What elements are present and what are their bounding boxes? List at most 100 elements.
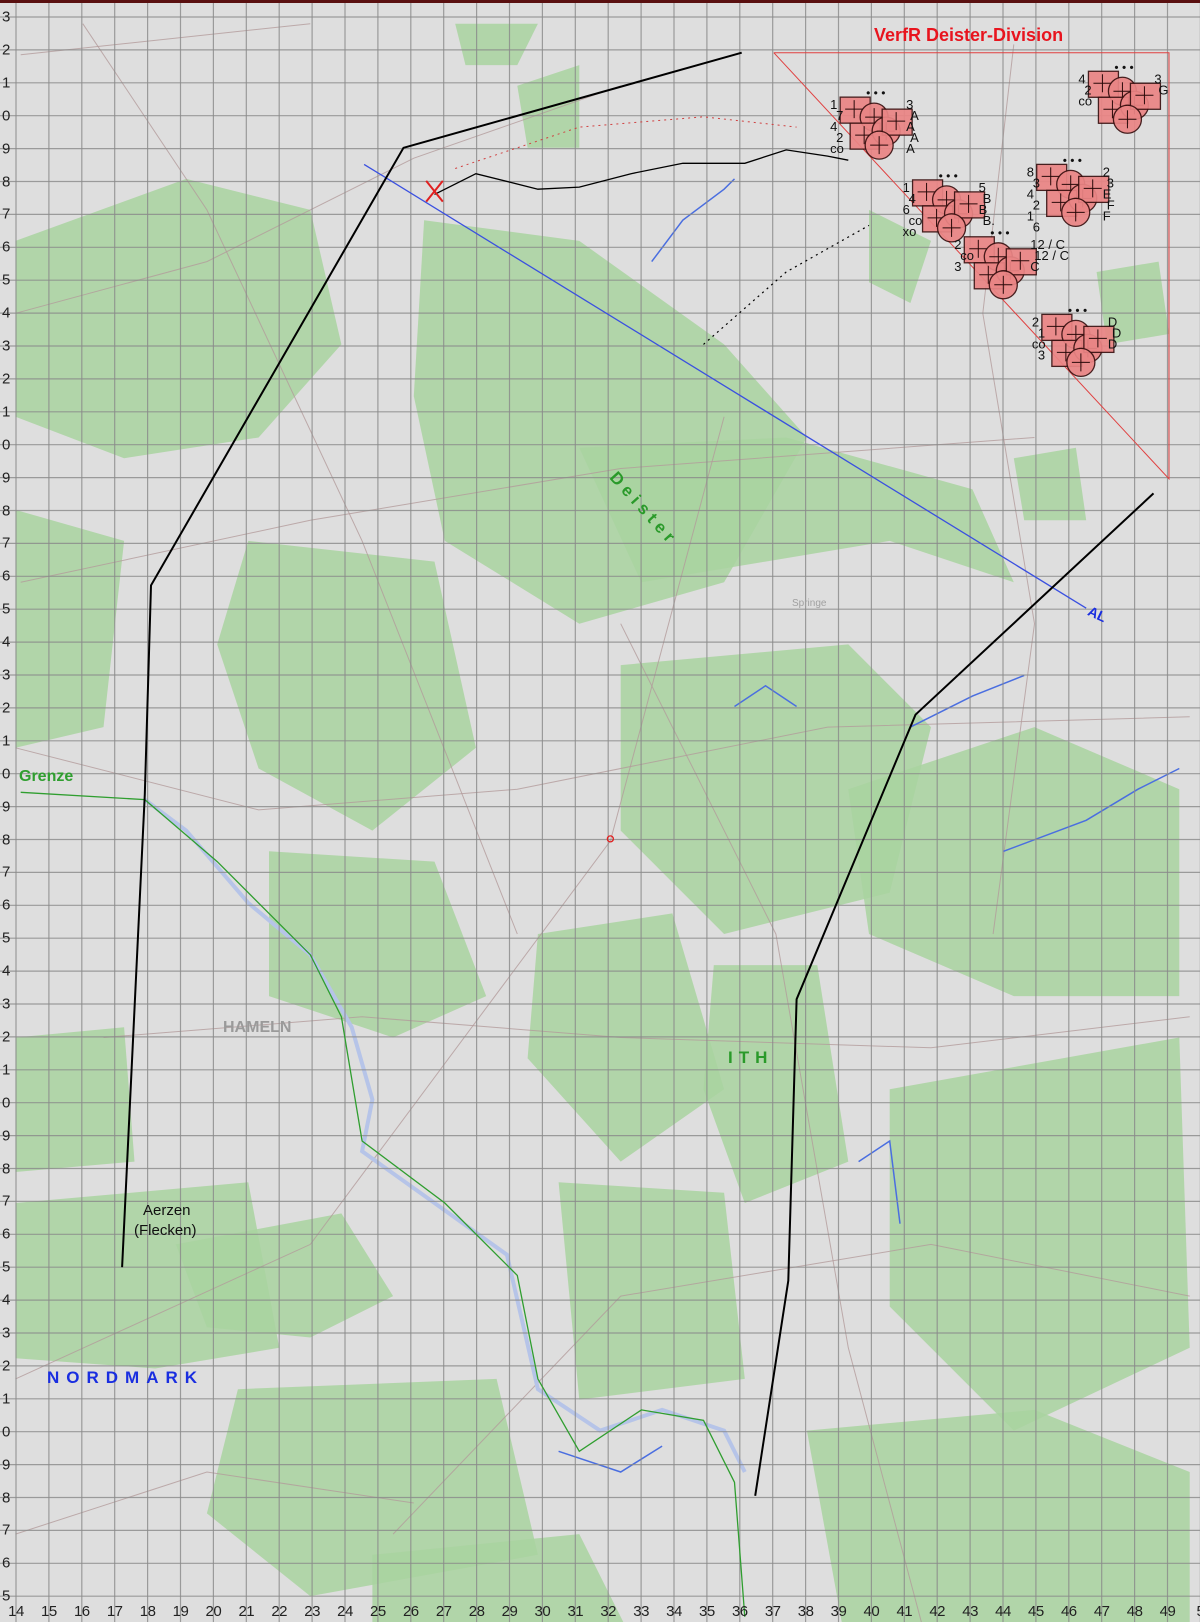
forest-area <box>455 23 538 66</box>
red-point-marker <box>606 835 615 843</box>
unit-label: 3 <box>1033 175 1040 190</box>
grid-row-label: 7 <box>2 1192 11 1210</box>
grid-column-label: 48 <box>1126 1603 1143 1620</box>
unit-label: co <box>1078 93 1092 108</box>
unit-label: 3 <box>1154 71 1161 86</box>
unit-label: E <box>1103 186 1112 201</box>
grid-row-label: 0 <box>2 107 11 125</box>
grid-row-label: 1 <box>2 732 11 750</box>
unit-size-indicator: • • • <box>1114 60 1133 74</box>
unit-symbol <box>1083 325 1115 354</box>
grid-row-label: 6 <box>2 896 11 914</box>
unit-label: B. <box>983 213 995 228</box>
unit-symbol <box>1129 82 1162 110</box>
unit-label: 2 <box>1084 82 1091 97</box>
grid-column-label: 36 <box>731 1603 748 1620</box>
forest-area <box>1013 447 1087 521</box>
unit-label: 12 / C <box>1030 237 1065 252</box>
unit-symbol <box>1078 175 1110 204</box>
grid-row-label: 3 <box>2 8 11 26</box>
unit-label: D <box>1108 336 1117 351</box>
grid-column-label: 17 <box>106 1603 123 1620</box>
grid-row-label: 5 <box>2 600 11 618</box>
phase-line-east <box>754 492 1155 1496</box>
forest-area <box>217 540 476 831</box>
label-nordmark: NORDMARK <box>47 1368 205 1387</box>
unit-label: 6 <box>903 202 910 217</box>
grid-column-label: 29 <box>501 1603 518 1620</box>
unit-size-indicator: • • • <box>1063 153 1082 167</box>
grid-row-label: 5 <box>2 271 11 289</box>
unit-symbol <box>1005 248 1037 276</box>
label-hameln: HAMELN <box>223 1019 292 1036</box>
forest-area <box>15 509 125 748</box>
grid-row-label: 9 <box>2 1456 11 1474</box>
label-springe: Springe <box>792 598 827 609</box>
road <box>15 85 621 314</box>
unit-label: 3 <box>954 259 961 274</box>
unit-label: 3 <box>906 97 913 112</box>
unit-label: 2 <box>836 130 843 145</box>
unit-label: 1 <box>830 97 837 112</box>
grid-column-label: 49 <box>1159 1603 1176 1620</box>
grid-column-label: 41 <box>896 1603 913 1620</box>
grid-column-label: 15 <box>41 1603 57 1620</box>
grid-column-label: 5 <box>1196 1603 1200 1620</box>
grid-row-label: 8 <box>2 1489 11 1506</box>
unit-label: 4 <box>1027 186 1034 201</box>
grid-row-label: 0 <box>2 436 11 454</box>
grid-column-label: 16 <box>73 1603 90 1620</box>
river <box>558 1445 663 1473</box>
unit-label: 8 <box>1027 164 1034 179</box>
grid-column-label: 42 <box>929 1603 946 1620</box>
grid-row-label: 3 <box>2 337 11 355</box>
grid-row-label: 3 <box>2 995 11 1013</box>
unit-label: C <box>1030 259 1039 274</box>
grid-column-label: 19 <box>172 1603 189 1620</box>
grid-column-label: 28 <box>468 1603 485 1620</box>
grid-row-label: 9 <box>2 798 11 816</box>
dotted-route <box>455 116 797 169</box>
grid-row-label: 5 <box>2 1258 11 1276</box>
unit-label: 3 <box>1107 175 1114 190</box>
grid-row-label: 4 <box>2 633 11 651</box>
river <box>651 178 736 263</box>
river <box>910 674 1025 728</box>
grid-row-label: 4 <box>2 962 11 980</box>
road <box>982 44 1036 935</box>
grid-row-label: 9 <box>2 469 11 487</box>
unit-label: co <box>830 141 844 156</box>
grid-row-label: 0 <box>2 1423 11 1441</box>
grid-column-label: 46 <box>1060 1603 1077 1620</box>
river <box>734 684 798 708</box>
grid-row-label: 2 <box>2 1028 11 1046</box>
road <box>620 623 922 1622</box>
forest-area <box>703 965 849 1203</box>
grid-row-label: 1 <box>2 403 11 421</box>
road <box>82 23 518 935</box>
road <box>392 1243 1190 1535</box>
grid-row-label: 2 <box>2 1357 11 1375</box>
forest-area <box>372 1534 624 1622</box>
route-line <box>434 149 849 195</box>
grid-row-label: 1 <box>2 1390 11 1408</box>
grid-row-label: 0 <box>2 765 11 783</box>
division-sector-boundary <box>773 52 1170 481</box>
road <box>15 716 1190 811</box>
red-cross-marker <box>425 180 444 203</box>
unit-label: 1 <box>1038 325 1045 340</box>
grid-column-label: 30 <box>534 1603 551 1620</box>
unit-label: 3 <box>1038 347 1045 362</box>
grid-row-label: 5 <box>2 929 11 947</box>
unit-label: 2 <box>1103 164 1110 179</box>
unit-label: F <box>1103 208 1111 223</box>
